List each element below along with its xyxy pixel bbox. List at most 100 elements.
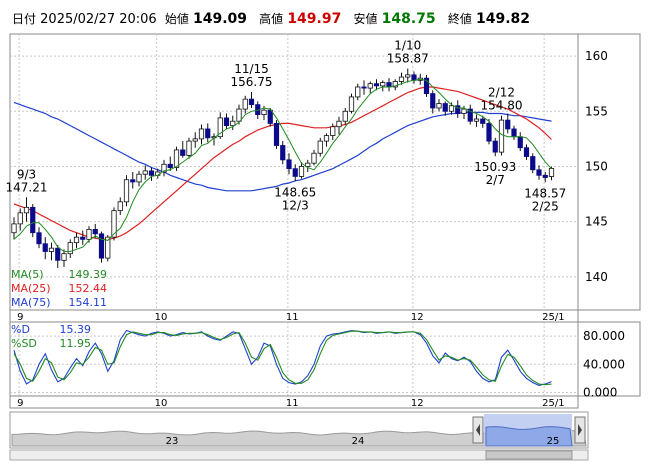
candle-up bbox=[392, 81, 398, 88]
high-value: 149.97 bbox=[287, 11, 342, 27]
candle-down bbox=[98, 233, 105, 259]
candle-down bbox=[511, 128, 517, 138]
candle-up bbox=[461, 108, 467, 114]
candle-down bbox=[55, 247, 61, 261]
annotation-text: 150.93 bbox=[474, 160, 516, 174]
stoch-d-legend-row: %D 15.39 bbox=[11, 323, 91, 337]
navigator-right-handle[interactable] bbox=[574, 416, 586, 444]
stoch-sd-legend-row: %SD 11.95 bbox=[11, 337, 91, 351]
stochastic-gridlines bbox=[10, 322, 578, 396]
candle-down bbox=[205, 128, 211, 139]
ma25-legend-row: MA(25) 152.44 bbox=[11, 282, 107, 296]
annotation-text: 158.87 bbox=[387, 52, 429, 66]
price-axis-ticks: 160 155 150 145 140 bbox=[585, 49, 608, 284]
stochastic-legend: %D 15.39 %SD 11.95 bbox=[11, 323, 91, 351]
ma5-polyline bbox=[13, 78, 552, 252]
candle-down bbox=[411, 74, 417, 81]
candle-up bbox=[473, 118, 480, 122]
ma5-line bbox=[13, 78, 552, 252]
candle-down bbox=[373, 83, 380, 87]
candle-up bbox=[117, 201, 123, 212]
candle-down bbox=[486, 123, 492, 142]
ma5-legend-value: 149.39 bbox=[68, 268, 108, 281]
ma75-legend-value: 154.11 bbox=[68, 296, 108, 309]
ma25-legend-label: MA(25) bbox=[11, 282, 51, 295]
stochastic-tick-label: 80.000 bbox=[583, 329, 625, 343]
stochastic-tick-label: 0.000 bbox=[583, 385, 617, 399]
candle-up bbox=[173, 149, 180, 168]
candle-up bbox=[105, 236, 111, 259]
candle-up bbox=[323, 135, 330, 142]
stochastic-panel[interactable] bbox=[9, 321, 579, 397]
stoch-sd-polyline bbox=[13, 330, 552, 386]
stoch-d-polyline bbox=[13, 329, 552, 386]
candle-up bbox=[86, 229, 92, 240]
open-value: 149.09 bbox=[192, 11, 248, 27]
ohlc-header: 日付 2025/02/27 20:06 始値 149.09 高値 149.97 … bbox=[12, 10, 538, 27]
navigator-year-label: 24 bbox=[352, 436, 365, 447]
navigator-year-labels: 23 24 25 bbox=[166, 436, 560, 447]
candle-down bbox=[505, 119, 511, 130]
navigator-scrollbar-track[interactable] bbox=[9, 449, 589, 461]
datetime-value: 2025/02/27 20:06 bbox=[40, 12, 157, 27]
candle-down bbox=[248, 98, 255, 106]
time-axis-label: 10 bbox=[155, 312, 168, 323]
candle-up bbox=[136, 173, 142, 183]
candle-up bbox=[436, 103, 442, 109]
candle-up bbox=[355, 86, 361, 98]
price-tick-label: 145 bbox=[585, 215, 608, 229]
candle-up bbox=[198, 128, 205, 140]
time-axis-bottom bbox=[9, 395, 579, 409]
candle-up bbox=[342, 110, 348, 122]
candle-down bbox=[273, 123, 280, 146]
candle-up bbox=[67, 242, 73, 255]
annotation-text: 9/3 bbox=[17, 167, 36, 181]
candle-down bbox=[523, 147, 530, 157]
time-axis-label: 25/1 bbox=[542, 312, 564, 323]
candle-up bbox=[261, 109, 267, 115]
candle-up bbox=[498, 119, 505, 153]
candle-up bbox=[380, 82, 386, 87]
annotation-text: 11/15 bbox=[234, 62, 269, 76]
annotation-text: 148.57 bbox=[524, 186, 566, 200]
navigator-left-handle[interactable] bbox=[472, 416, 484, 444]
candle-down bbox=[455, 105, 461, 114]
annotation-text: 2/25 bbox=[532, 199, 559, 213]
candle-up bbox=[317, 140, 323, 154]
annotation-text: 2/12 bbox=[488, 86, 515, 100]
candle-down bbox=[480, 118, 486, 124]
candle-up bbox=[367, 83, 373, 89]
price-axis-panel bbox=[577, 33, 641, 311]
candle-down bbox=[423, 77, 430, 95]
annotation-text: 1/10 bbox=[394, 39, 421, 53]
candle-down bbox=[292, 168, 298, 177]
navigator-selection-area bbox=[485, 426, 573, 447]
stoch-d-line bbox=[13, 329, 552, 386]
candle-down bbox=[442, 103, 448, 112]
candle-down bbox=[492, 140, 498, 153]
stoch-d-legend-label: %D bbox=[11, 323, 30, 336]
stochastic-axis-panel bbox=[577, 321, 641, 397]
candle-down bbox=[167, 163, 173, 168]
candlesticks bbox=[11, 68, 555, 269]
ma75-legend-row: MA(75) 154.11 bbox=[11, 296, 107, 310]
candle-up bbox=[142, 170, 148, 175]
stochastic-tick-label: 40.000 bbox=[583, 357, 625, 371]
candle-down bbox=[42, 243, 48, 252]
candle-down bbox=[267, 109, 273, 124]
price-tick-label: 160 bbox=[585, 49, 608, 63]
candle-down bbox=[467, 108, 473, 122]
navigator-scrollbar-thumb[interactable] bbox=[485, 450, 573, 460]
candle-up bbox=[17, 212, 23, 225]
candle-down bbox=[36, 232, 42, 245]
annotation-text: 2/7 bbox=[486, 173, 505, 187]
candle-down bbox=[180, 149, 186, 156]
candle-up bbox=[336, 120, 342, 128]
time-axis-label: 11 bbox=[286, 398, 299, 409]
candle-up bbox=[242, 98, 248, 110]
candle-up bbox=[217, 117, 223, 138]
stoch-d-legend-value: 15.39 bbox=[59, 323, 92, 336]
